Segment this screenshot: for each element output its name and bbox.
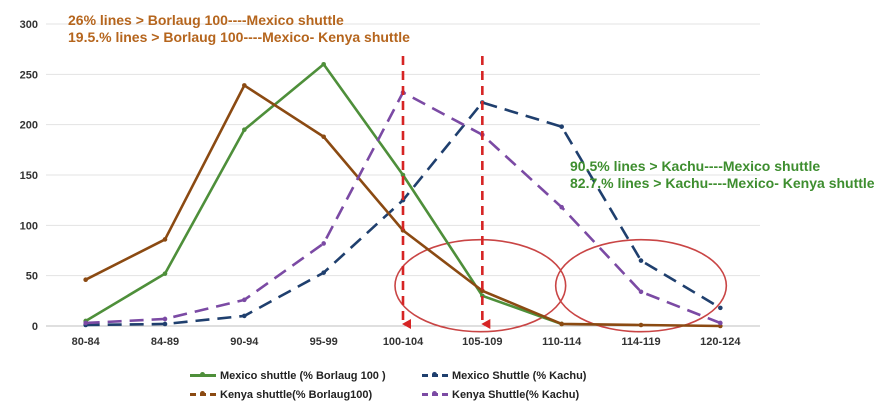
x-tick-label: 84-89 [151, 336, 179, 348]
series-line-mexico-shuttle-borlaug-100 [85, 62, 563, 326]
legend-item-mexico-kachu: Mexico Shuttle (% Kachu) [422, 370, 612, 382]
legend-row: Kenya shuttle(% Borlaug100) Kenya Shuttl… [190, 385, 620, 404]
annotation-kachu-line-1: 90.5% lines > Kachu----Mexico shuttle [570, 158, 821, 174]
x-tick-label: 95-99 [310, 336, 338, 348]
legend-marker-mexico-kachu [432, 372, 437, 377]
annotation-borlaug-line-2: 19.5.% lines > Borlaug 100----Mexico- Ke… [68, 29, 410, 45]
y-tick-label: 300 [20, 19, 38, 31]
legend-row: Mexico shuttle (% Borlaug 100 ) Mexico S… [190, 366, 620, 385]
data-point [162, 271, 168, 276]
legend-item-kenya-kachu: Kenya Shuttle(% Kachu) [422, 389, 612, 401]
y-tick-label: 50 [26, 271, 38, 283]
y-tick-label: 150 [20, 170, 38, 182]
x-tick-label: 105-109 [462, 336, 502, 348]
legend-swatch-mexico-borlaug [190, 372, 216, 377]
legend-marker-kenya-kachu [432, 391, 437, 396]
data-point [638, 289, 644, 295]
data-point [242, 313, 247, 319]
legend-item-mexico-borlaug: Mexico shuttle (% Borlaug 100 ) [190, 370, 422, 382]
legend-swatch-kenya-kachu [422, 391, 448, 396]
data-point [718, 305, 723, 311]
data-point [638, 258, 644, 263]
legend-label-kenya-kachu: Kenya Shuttle(% Kachu) [452, 388, 580, 401]
legend-label-mexico-borlaug: Mexico shuttle (% Borlaug 100 ) [220, 369, 386, 382]
y-tick-label: 0 [32, 321, 38, 333]
annotation-kachu: 90.5% lines > Kachu----Mexico shuttle 82… [570, 158, 875, 192]
legend: Mexico shuttle (% Borlaug 100 ) Mexico S… [190, 366, 620, 404]
data-point [321, 270, 326, 275]
data-point [162, 237, 168, 242]
x-tick-label: 110-114 [542, 336, 582, 348]
y-tick-label: 100 [20, 220, 38, 232]
data-point [242, 297, 247, 303]
annotation-borlaug: 26% lines > Borlaug 100----Mexico shuttl… [68, 12, 410, 46]
x-tick-label: 114-119 [621, 336, 660, 348]
x-tick-label: 90-94 [230, 336, 259, 348]
highlight-ellipse [554, 238, 728, 333]
x-tick-label: 120-124 [700, 336, 741, 348]
data-point [638, 322, 644, 328]
data-point [83, 277, 88, 282]
annotation-kachu-line-2: 82.7.% lines > Kachu----Mexico- Kenya sh… [570, 175, 875, 191]
data-point [162, 321, 168, 327]
data-point [559, 321, 564, 327]
legend-marker-kenya-borlaug [200, 391, 205, 396]
x-tick-label: 80-84 [72, 336, 101, 348]
y-tick-label: 200 [20, 120, 38, 132]
data-point [242, 127, 247, 132]
highlight-ellipse [394, 238, 567, 333]
y-tick-label: 250 [20, 69, 38, 81]
data-point [321, 134, 326, 140]
annotation-borlaug-line-1: 26% lines > Borlaug 100----Mexico shuttl… [68, 12, 344, 28]
data-point [559, 124, 564, 129]
x-tick-label: 100-104 [383, 336, 424, 348]
data-point [242, 83, 247, 88]
data-point [83, 320, 88, 326]
data-point [321, 61, 326, 67]
data-point [162, 316, 168, 322]
legend-swatch-kenya-borlaug [190, 391, 216, 396]
data-point [321, 241, 326, 246]
legend-item-kenya-borlaug: Kenya shuttle(% Borlaug100) [190, 389, 422, 401]
legend-swatch-mexico-kachu [422, 372, 448, 377]
legend-label-mexico-kachu: Mexico Shuttle (% Kachu) [452, 369, 587, 382]
legend-marker-mexico-borlaug [200, 372, 205, 377]
legend-label-kenya-borlaug: Kenya shuttle(% Borlaug100) [220, 388, 373, 401]
data-point [718, 320, 723, 326]
data-point [559, 204, 564, 210]
